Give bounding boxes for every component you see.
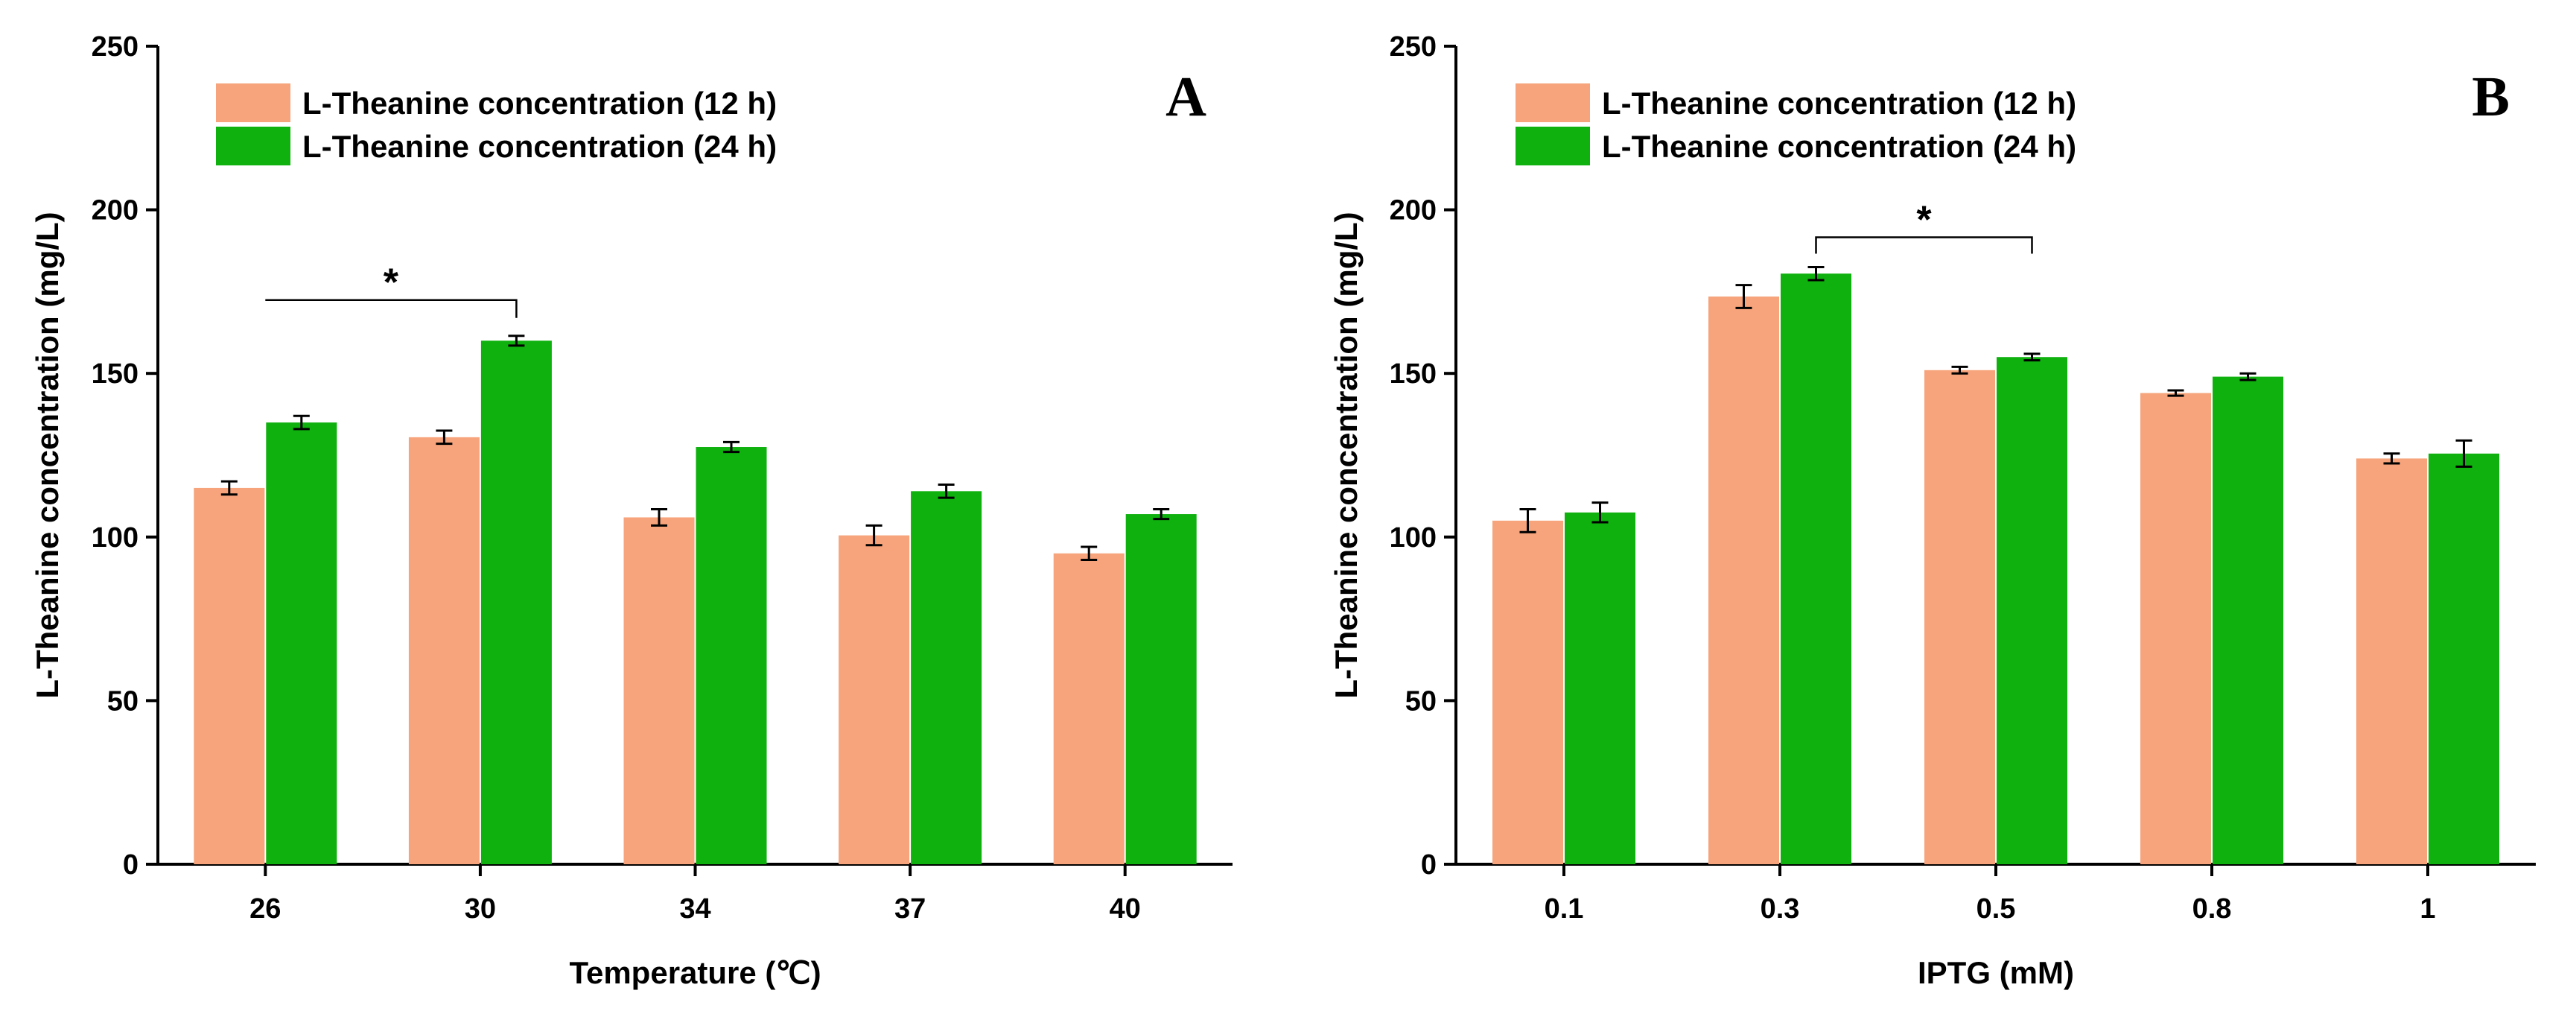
- bar-24h-1: [2429, 453, 2499, 864]
- bar-12h-0_3: [1708, 296, 1779, 864]
- bar-12h-40: [1053, 553, 1125, 864]
- bar-12h-0_8: [2140, 393, 2211, 864]
- y-tick-label: 200: [1390, 195, 1437, 226]
- y-tick-label: 0: [123, 849, 139, 881]
- legend-label-12h: L-Theanine concentration (12 h): [1602, 86, 2076, 121]
- chart-panel-a: 0 50 100 150 200 250 26 30 34 37 40 * L-Theanine con…: [30, 31, 1233, 990]
- x-tick-label: 26: [249, 893, 281, 925]
- bar-24h-34: [696, 447, 767, 864]
- y-tick-label: 100: [92, 522, 139, 554]
- x-tick-label: 1: [2420, 893, 2435, 925]
- bar-24h-0_5: [1997, 357, 2067, 864]
- y-tick-label: 50: [1405, 685, 1437, 717]
- y-axis-title: L-Theanine concentration (mg/L): [30, 212, 65, 698]
- panel-label: A: [1165, 66, 1206, 128]
- y-tick-label: 250: [92, 31, 139, 63]
- legend-label-24h: L-Theanine concentration (24 h): [1602, 129, 2076, 164]
- bar-12h-0_5: [1924, 370, 1995, 865]
- bar-12h-34: [623, 517, 695, 864]
- legend-label-24h: L-Theanine concentration (24 h): [302, 129, 777, 164]
- significance-star: *: [384, 262, 399, 305]
- x-axis-title: Temperature (℃): [569, 955, 821, 990]
- bar-24h-0_3: [1781, 273, 1851, 864]
- chart-panel-b: 0 50 100 150 200 250 0.1 0.3 0.5 0.8 1 * L-Theanine …: [1329, 31, 2536, 990]
- bar-12h-30: [408, 437, 480, 864]
- x-tick-label: 0.3: [1761, 893, 1800, 925]
- x-tick-label: 30: [465, 893, 496, 925]
- y-tick-label: 100: [1390, 522, 1437, 554]
- y-tick-label: 250: [1390, 31, 1437, 63]
- bar-12h-26: [194, 487, 265, 864]
- y-axis-title: L-Theanine concentration (mg/L): [1329, 212, 1364, 698]
- x-tick-label: 0.5: [1976, 893, 2016, 925]
- bar-12h-37: [839, 535, 910, 864]
- y-tick-label: 50: [107, 685, 139, 717]
- x-axis-title: IPTG (mM): [1918, 955, 2074, 990]
- legend-swatch-24h: [216, 127, 290, 165]
- legend-swatch-12h: [1516, 83, 1590, 122]
- panel-label: B: [2472, 66, 2510, 128]
- y-tick-label: 200: [92, 195, 139, 226]
- significance-star: *: [1916, 198, 1932, 241]
- bar-24h-40: [1125, 514, 1197, 864]
- legend-swatch-12h: [216, 83, 290, 122]
- bar-12h-1: [2356, 458, 2427, 864]
- bar-24h-30: [480, 340, 552, 864]
- x-tick-label: 40: [1110, 893, 1141, 925]
- y-tick-label: 150: [1390, 358, 1437, 390]
- y-tick-label: 150: [92, 358, 139, 390]
- bar-24h-0_8: [2213, 376, 2283, 864]
- bar-24h-0_1: [1565, 512, 1635, 864]
- bar-24h-37: [911, 491, 982, 864]
- x-tick-label: 0.8: [2192, 893, 2232, 925]
- y-tick-label: 0: [1421, 849, 1437, 881]
- bar-12h-0_1: [1492, 520, 1563, 864]
- bar-24h-26: [266, 422, 337, 864]
- x-tick-label: 0.1: [1545, 893, 1584, 925]
- significance-bracket: [265, 299, 518, 318]
- significance-bracket: [1815, 236, 2033, 254]
- legend-swatch-24h: [1516, 127, 1590, 165]
- x-tick-label: 34: [679, 893, 710, 925]
- legend-label-12h: L-Theanine concentration (12 h): [302, 86, 777, 121]
- x-tick-label: 37: [894, 893, 926, 925]
